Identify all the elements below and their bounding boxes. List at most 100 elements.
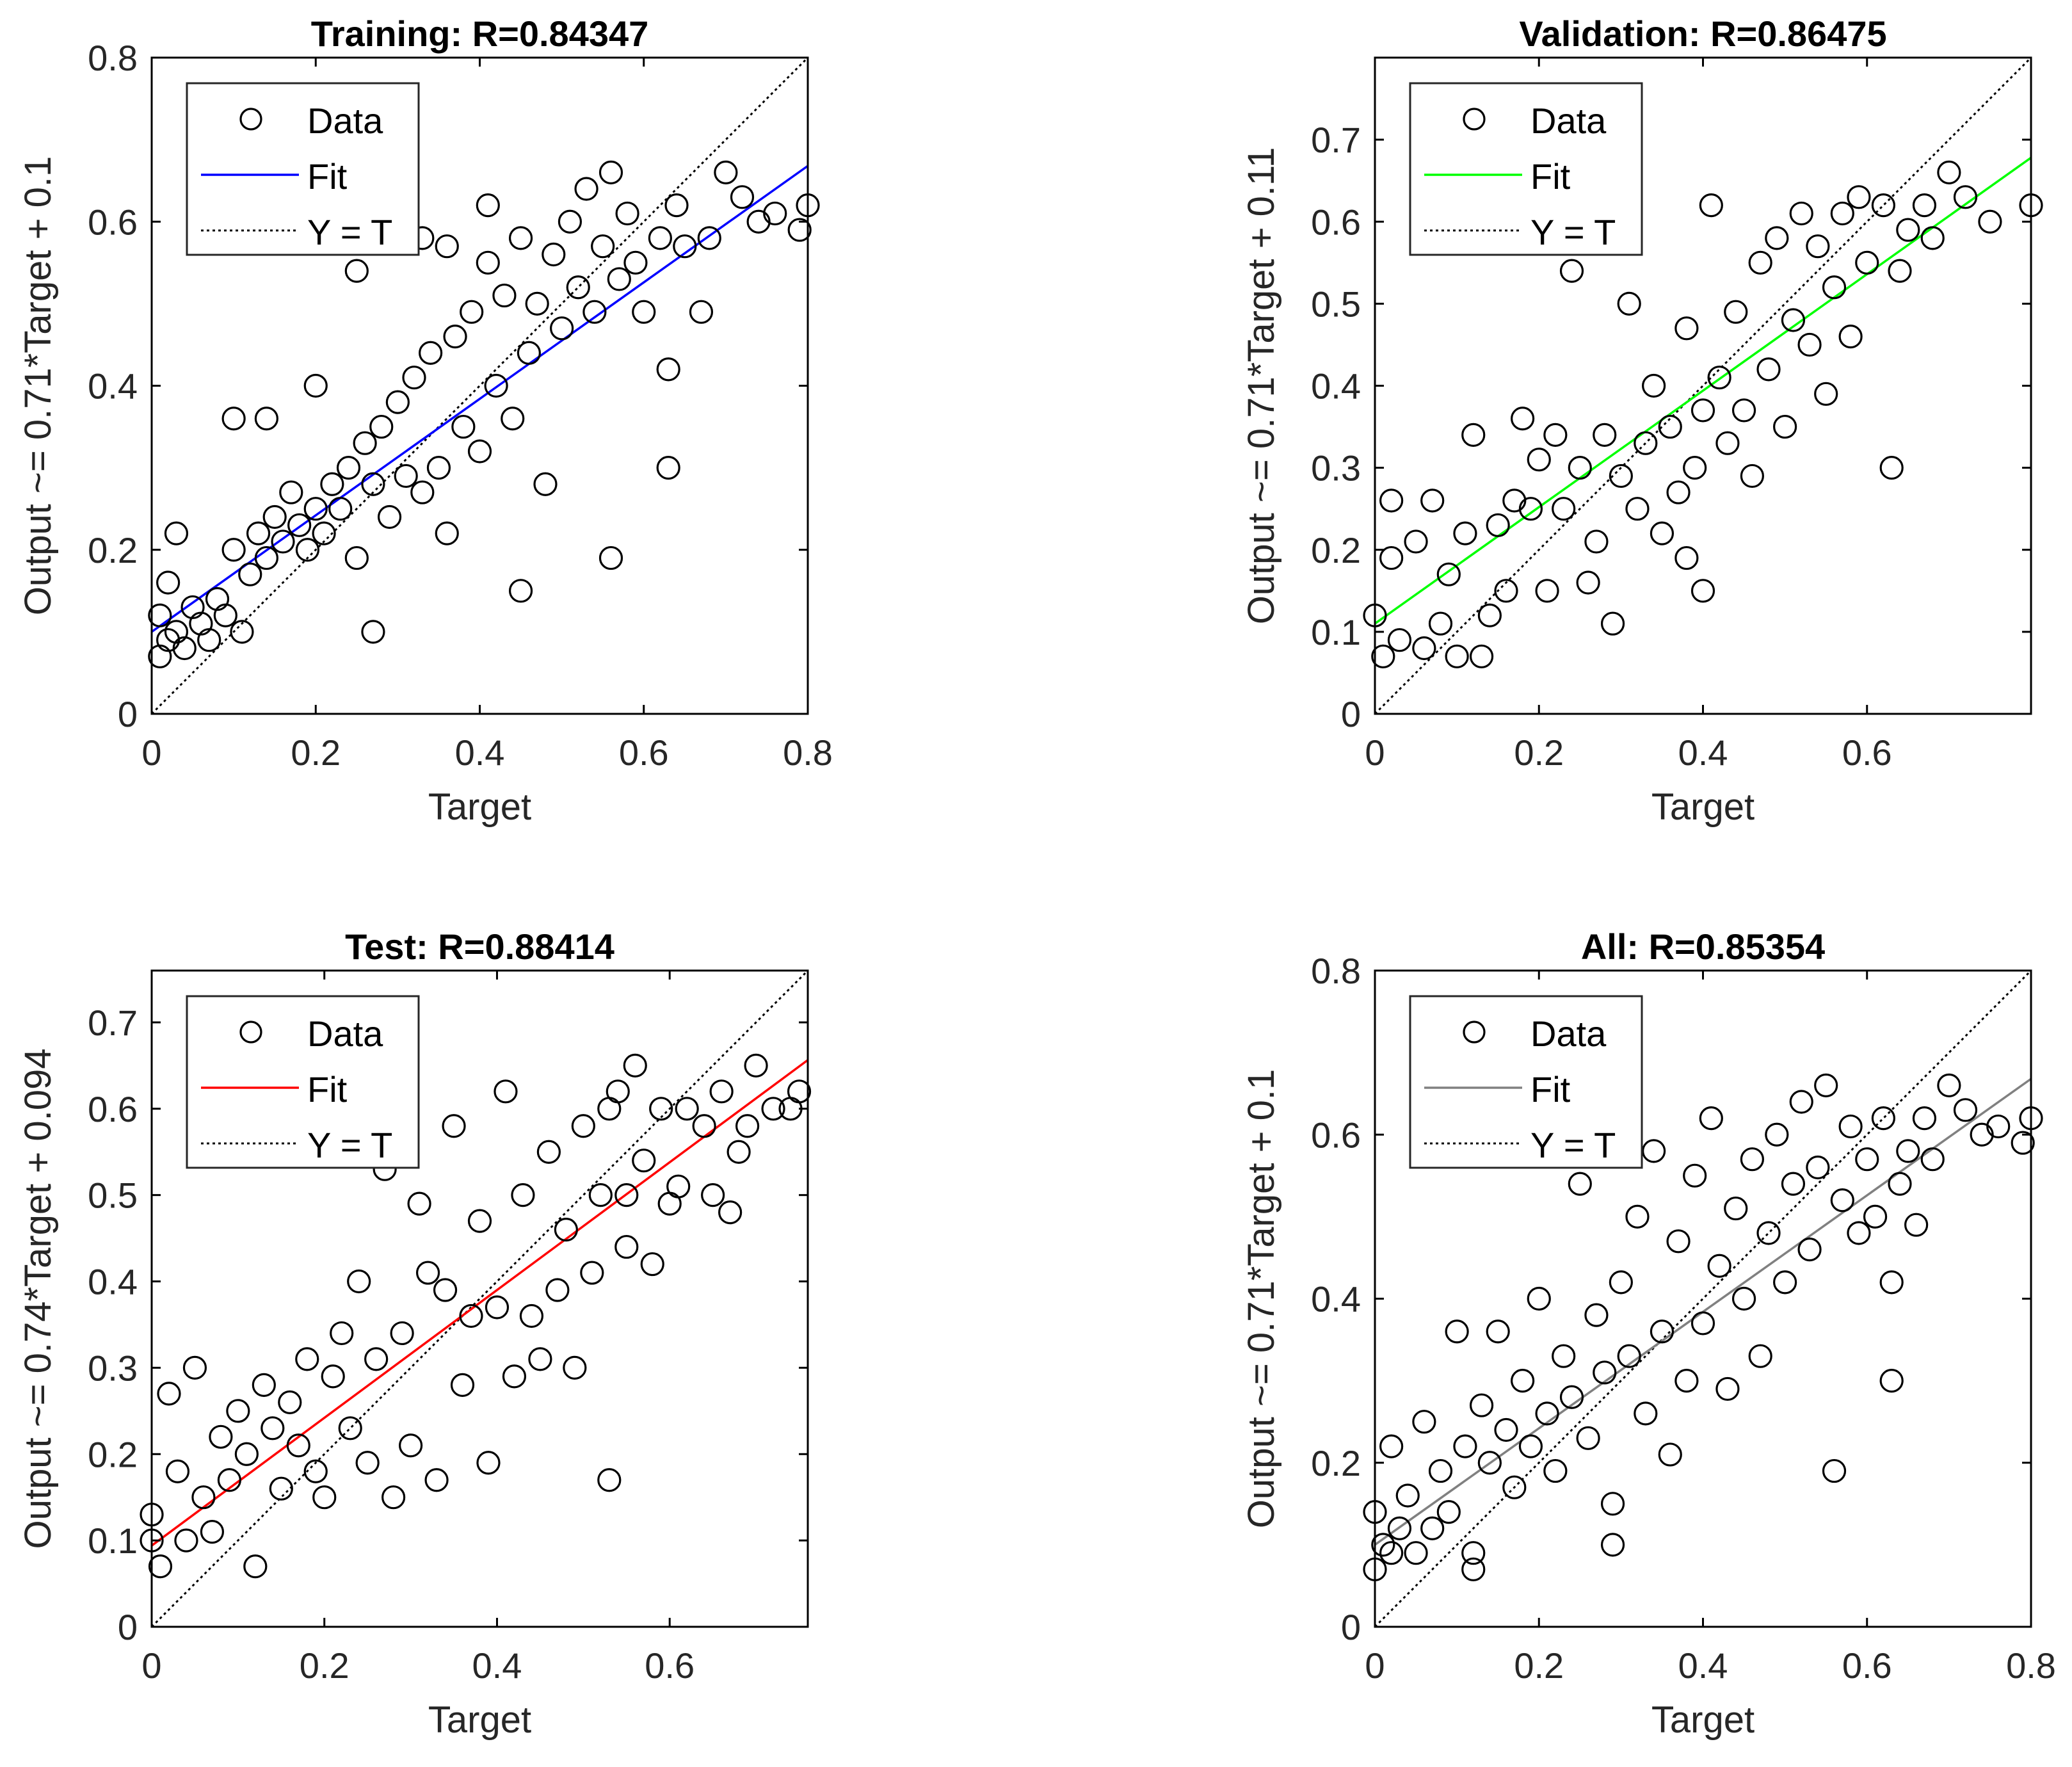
validation-data-point [1518,497,1543,521]
test-data-point [157,1382,181,1406]
all-data-point [1896,1139,1920,1163]
test-data-point [355,1451,380,1475]
training-data-point [632,300,656,324]
test-data-point [761,1097,785,1121]
training-data-point [664,193,689,218]
test-data-point [399,1433,423,1458]
validation-data-point [1773,414,1797,439]
training-data-point [623,250,648,275]
all-y-tick-label: 0.4 [1311,1279,1361,1319]
validation-data-point [1445,644,1469,668]
training-data-point [287,513,312,537]
training-data-point [344,259,369,283]
test-data-point [295,1347,319,1371]
all-data-point [1543,1458,1568,1483]
test-data-point [614,1183,639,1207]
training-data-point [476,193,500,218]
validation-data-point [1379,545,1404,570]
validation-legend-fit-label: Fit [1530,156,1571,197]
training-x-tick-label: 0.8 [783,732,833,773]
all-data-point [1379,1434,1404,1458]
test-data-point [200,1520,225,1544]
validation-data-point [1584,529,1609,554]
test-legend-data-label: Data [307,1013,383,1054]
training-data-point [508,226,533,250]
validation-data-point [1978,209,2002,234]
training-data-point [320,472,344,496]
training-legend-data-label: Data [307,101,383,141]
test-data-point [174,1528,198,1553]
validation-data-point [1412,636,1436,661]
training-data-point [615,201,639,226]
test-data-point [148,1554,173,1579]
validation-data-point [1683,456,1707,480]
validation-data-point [1879,456,1904,480]
test-data-point [485,1295,510,1319]
validation-data-point [1888,259,1912,283]
all-x-tick-label: 0.6 [1842,1645,1892,1686]
all-data-point [1494,1417,1518,1442]
validation-data-point [1756,357,1781,382]
training-data-point [451,414,476,439]
test-data-point [735,1114,760,1138]
test-data-point [623,1053,647,1077]
all-data-point [1404,1541,1428,1565]
test-x-tick-label: 0.6 [645,1645,695,1686]
training-y-tick-label: 0.6 [88,202,138,242]
validation-x-tick-label: 0.2 [1514,732,1564,773]
test-x-tick-label: 0.2 [300,1645,349,1686]
validation-data-point [1707,366,1731,390]
validation-data-point [1666,480,1691,504]
test-data-point [459,1303,483,1328]
training-data-point [197,628,221,652]
training-data-point [213,603,237,627]
validation-data-point [1404,529,1428,554]
training-data-point [607,267,631,291]
test-data-point [718,1200,743,1225]
validation-data-point [1552,497,1576,521]
test-y-tick-label: 0.4 [88,1262,138,1302]
all-data-point [1445,1319,1469,1344]
all-data-point [1576,1426,1600,1450]
all-data-point [1740,1147,1764,1172]
training-data-point [673,234,697,259]
validation-data-point [1953,185,1978,209]
all-data-point [1937,1073,1961,1097]
training-data-point [550,316,574,341]
test-data-point [269,1476,293,1501]
training-data-point [238,562,262,586]
training-legend: Data Fit Y = T [186,82,420,256]
validation-data-point [1748,250,1772,275]
test-data-point [597,1097,622,1121]
all-data-point [1765,1122,1789,1147]
training-data-point [525,291,549,316]
training-data-point [648,226,672,250]
training-data-point [361,620,385,644]
training-data-point [402,366,426,390]
training-data-point [689,300,714,324]
training-data-point [501,407,525,431]
test-data-point [381,1485,406,1510]
validation-data-point [1920,226,1945,250]
all-data-point [1395,1483,1420,1508]
training-data-point [476,250,500,275]
test-data-point [312,1485,337,1510]
validation-data-point [1568,456,1592,480]
all-data-point [1879,1369,1904,1393]
validation-data-point [1527,448,1551,472]
test-data-point [528,1347,552,1371]
test-data-point [450,1373,475,1397]
all-data-point [1674,1369,1699,1393]
all-data-point [1420,1516,1445,1540]
test-data-point [494,1079,518,1104]
validation-y-tick-label: 0.2 [1311,530,1361,570]
validation-data-point [1674,545,1699,570]
training-data-point [246,521,271,545]
validation-data-point [1428,611,1453,636]
training-data-point [385,390,410,414]
training-data-point [394,464,418,488]
test-data-point [519,1303,544,1328]
test-data-point [433,1278,458,1302]
validation-y-axis-label: Output ~= 0.71*Target + 0.11 [1241,147,1282,624]
all-data-point [1477,1451,1502,1475]
